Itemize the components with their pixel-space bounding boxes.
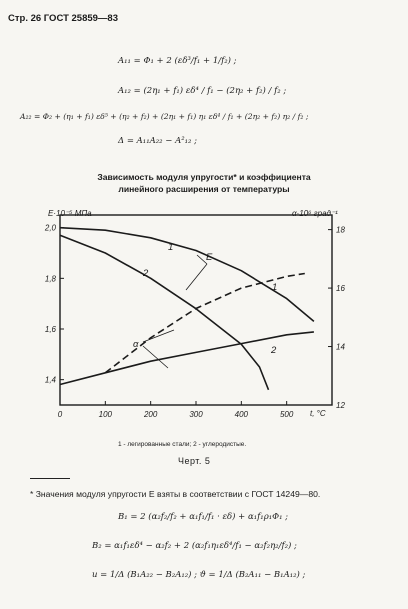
y-right-tick-label: 18 [336,226,345,235]
x-axis-label: t, °C [310,409,326,418]
x-tick-label: 0 [58,410,63,419]
curve-label-alpha: α [133,339,139,350]
curve-label-2: 2 [142,268,149,279]
y-left-axis-label: E·10⁻⁵ МПа [48,209,92,218]
alpha-pointer-1 [142,345,169,369]
page-header: Стр. 26 ГОСТ 25859—83 [8,13,119,24]
y-left-tick-label: 1,6 [45,325,57,334]
curve-label-1-alpha: 1 [272,282,277,293]
formula-a22: A₂₂ = Φ₂ + (η₁ + f₁) εδ⁵ + (η₂ + f₂) + (… [20,112,309,121]
x-tick-label: 500 [280,410,294,419]
y-right-axis-label: α·10⁶ град⁻¹ [292,209,338,218]
x-tick-label: 100 [99,410,113,419]
chart-frame [59,214,333,406]
figure-label: Черт. 5 [178,456,211,466]
chart-caption-line1: Зависимость модуля упругости* и коэффици… [97,172,311,182]
y-right-tick-label: 14 [336,343,345,352]
x-tick-label: 300 [189,410,203,419]
footnote: * Значения модуля упругости E взяты в со… [30,489,321,499]
formula-delta: Δ = A₁₁A₂₂ − A²₁₂ ; [118,136,198,146]
chart-caption-line2: линейного расширения от температуры [118,184,290,194]
y-left-tick-label: 1,4 [45,376,57,385]
chart-legend: 1 - легированные стали; 2 - углеродистые… [118,441,247,448]
e-pointer-1 [185,263,208,291]
x-tick-label: 200 [143,410,158,419]
y-left-tick-label: 1,8 [45,274,57,283]
y-left-tick-label: 2,0 [44,224,57,233]
alpha-pointer-2 [142,329,175,343]
series-line-right-1 [104,272,305,374]
series-line-left-1 [59,226,315,323]
curve-label-2-alpha: 2 [270,345,277,356]
formula-b2: B₂ = α₁f₁εδ⁴ − α₂f₂ + 2 (α₂f₁η₁εδ⁴/f₁ − … [92,541,297,551]
e-pointer-2 [196,254,208,265]
formula-a11: A₁₁ = Φ₁ + 2 (εδ³/f₁ + 1/f₂) ; [118,56,237,66]
formula-u-theta: u = 1/Δ (B₁A₂₂ − B₂A₁₂) ; ϑ = 1/Δ (B₂A₁₁… [92,570,306,580]
y-right-tick-label: 12 [336,401,345,410]
y-right-tick-label: 16 [336,284,345,293]
curve-label-1: 1 [168,242,173,253]
footnote-rule [30,478,70,479]
formula-a12: A₁₂ = (2η₁ + f₁) εδ⁴ / f₁ − (2η₂ + f₂) /… [118,86,287,96]
series-line-left-2 [59,234,270,391]
formula-b1: B₁ = 2 (α₂f₂/f₂ + α₁f₁/f₁ · εδ) + α₁f₁ρ₁… [118,512,289,522]
series-line-right-2 [59,331,314,386]
curve-label-e: E [206,252,213,263]
x-tick-label: 400 [235,410,249,419]
